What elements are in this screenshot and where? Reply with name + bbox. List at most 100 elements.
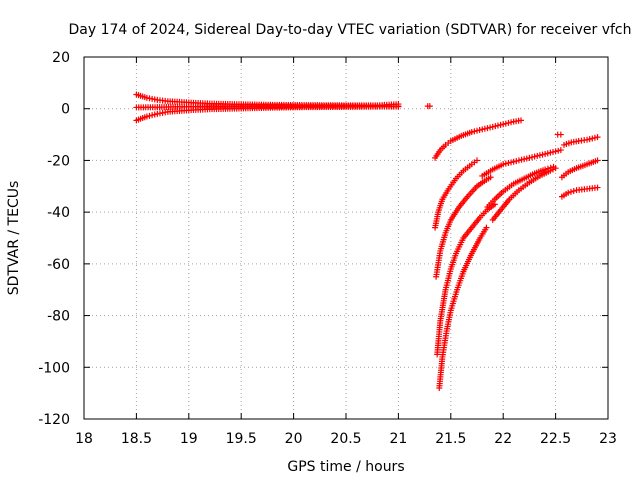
data-point: [487, 174, 494, 181]
data-point: [505, 119, 512, 126]
data-point: [591, 134, 598, 141]
y-axis-label: SDTVAR / TECUs: [6, 181, 22, 296]
x-tick-label: 18: [75, 431, 93, 447]
data-point: [584, 136, 591, 143]
data-point: [539, 151, 546, 158]
data-point: [555, 147, 562, 154]
data-point: [586, 136, 593, 143]
data-point: [143, 113, 150, 120]
data-point: [523, 155, 530, 162]
data-point: [474, 157, 480, 164]
data-point: [594, 184, 601, 191]
x-tick-label: 22.5: [540, 431, 571, 447]
y-tick-label: -120: [38, 412, 70, 428]
series-arc-c: [479, 147, 564, 179]
data-point: [500, 121, 507, 128]
data-point: [594, 157, 601, 164]
y-tick-label: 0: [61, 102, 70, 118]
data-point: [487, 124, 494, 131]
series-arc-h: [436, 224, 490, 391]
data-point: [426, 103, 433, 110]
series-arc-a: [432, 117, 525, 161]
tick-layer: 18 18.5 19 19.5 20 20.5 21 21.5 22 22.5 23 20 0 -20 -4…: [38, 50, 617, 447]
y-tick-label: -60: [47, 257, 70, 273]
data-point: [513, 158, 520, 165]
x-axis-label: GPS time / hours: [287, 459, 404, 475]
data-point: [476, 127, 483, 134]
data-point: [557, 131, 564, 138]
data-point: [489, 123, 496, 130]
data-point: [479, 126, 486, 133]
data-point: [542, 150, 549, 157]
data-point: [471, 128, 478, 135]
data-point: [531, 153, 538, 160]
series-arc-g: [489, 165, 559, 223]
data-point: [510, 158, 517, 165]
data-point: [505, 160, 512, 167]
y-tick-label: -20: [47, 153, 70, 169]
data-point: [549, 166, 556, 173]
data-point: [494, 122, 501, 129]
data-point: [502, 160, 509, 167]
data-point: [149, 112, 156, 119]
data-layer: [133, 91, 601, 391]
data-point: [468, 128, 475, 135]
series-arc-j: [560, 134, 601, 148]
data-point: [589, 135, 596, 142]
series-arc-i: [554, 131, 564, 138]
data-point: [547, 149, 554, 156]
chart-title: Day 174 of 2024, Sidereal Day-to-day VTE…: [68, 22, 631, 38]
data-point: [500, 161, 507, 168]
x-tick-label: 18.5: [121, 431, 152, 447]
data-point: [515, 157, 522, 164]
data-point: [151, 111, 158, 118]
series-band-bottom: [133, 103, 402, 124]
data-point: [484, 125, 491, 132]
series-arc-d: [433, 174, 494, 280]
x-tick-label: 21: [389, 431, 407, 447]
x-tick-label: 19.5: [226, 431, 257, 447]
data-point: [491, 201, 498, 208]
data-point: [536, 152, 543, 159]
data-point: [549, 149, 556, 156]
data-point: [534, 152, 541, 159]
data-point: [474, 127, 480, 134]
data-point: [552, 148, 559, 155]
data-point: [395, 103, 402, 110]
data-point: [565, 189, 572, 196]
data-point: [518, 117, 525, 124]
series-arc-b: [432, 157, 480, 231]
x-tick-label: 20.5: [330, 431, 361, 447]
series-arc-l: [558, 184, 601, 200]
data-point: [547, 167, 554, 174]
series-isolated: [424, 103, 433, 110]
data-point: [542, 166, 549, 173]
data-point: [502, 120, 509, 127]
data-point: [518, 156, 525, 163]
x-tick-label: 21.5: [435, 431, 466, 447]
data-point: [557, 147, 564, 154]
data-point: [492, 123, 499, 130]
x-tick-label: 20: [285, 431, 303, 447]
data-point: [146, 112, 153, 119]
x-tick-label: 19: [180, 431, 198, 447]
data-point: [521, 156, 528, 163]
data-point: [508, 159, 515, 166]
series-arc-f: [434, 201, 498, 358]
data-point: [544, 150, 551, 157]
series-arc-k: [558, 157, 601, 181]
data-point: [552, 165, 559, 172]
y-tick-label: -100: [38, 360, 70, 376]
data-point: [497, 121, 504, 128]
data-point: [594, 134, 601, 141]
data-point: [483, 224, 490, 231]
y-tick-label: -40: [47, 205, 70, 221]
data-point: [508, 119, 515, 126]
y-tick-label: 20: [52, 50, 70, 66]
y-tick-label: -80: [47, 309, 70, 325]
x-tick-label: 22: [494, 431, 512, 447]
data-point: [481, 125, 488, 132]
data-point: [567, 188, 574, 195]
data-point: [570, 188, 577, 195]
